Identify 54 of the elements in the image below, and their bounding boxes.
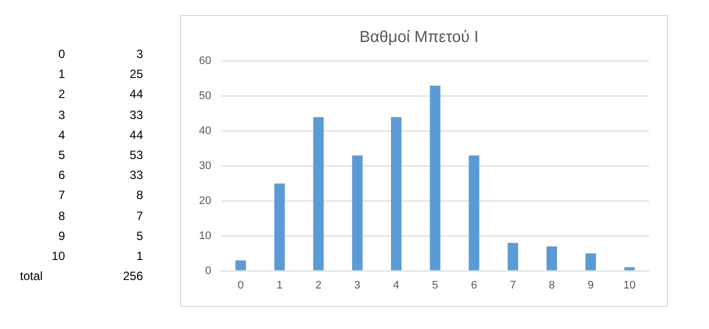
x-tick-label: 8 bbox=[548, 279, 555, 292]
text: 9 bbox=[58, 228, 65, 243]
text: 33 bbox=[130, 108, 143, 122]
x-tick-label: 9 bbox=[588, 279, 594, 292]
x-tick-label: 5 bbox=[432, 279, 438, 292]
bar bbox=[235, 260, 246, 270]
text: 6 bbox=[58, 168, 65, 182]
text: 33 bbox=[130, 168, 143, 182]
text: 4 bbox=[58, 128, 65, 142]
x-tick-label: 4 bbox=[393, 279, 400, 292]
text: 5 bbox=[136, 228, 143, 243]
text: 3 bbox=[58, 108, 65, 122]
text: 8 bbox=[58, 208, 65, 222]
x-tick-label: 0 bbox=[238, 279, 244, 292]
text: 2 bbox=[58, 87, 65, 102]
y-tick-label: 0 bbox=[205, 264, 212, 277]
y-tick-label: 20 bbox=[198, 194, 212, 207]
x-tick-label: 6 bbox=[470, 279, 478, 292]
text: 1 bbox=[136, 248, 143, 263]
x-tick-label: 3 bbox=[354, 279, 360, 292]
y-tick-label: 30 bbox=[198, 160, 212, 172]
bar bbox=[624, 267, 635, 270]
text: 10 bbox=[52, 248, 65, 263]
y-tick-label: 40 bbox=[198, 125, 212, 138]
text: 7 bbox=[136, 208, 143, 222]
text: 53 bbox=[130, 148, 143, 162]
text: 8 bbox=[136, 188, 143, 202]
text: 3 bbox=[136, 47, 143, 61]
bar bbox=[274, 183, 285, 270]
text: 0 bbox=[58, 47, 65, 61]
bar bbox=[430, 86, 440, 270]
text: 44 bbox=[130, 87, 143, 102]
x-tick-label: 1 bbox=[276, 279, 283, 292]
bar bbox=[468, 156, 480, 270]
text: 44 bbox=[130, 128, 143, 142]
chart-title: Βαθμοί Μπετού Ι bbox=[359, 29, 479, 46]
x-tick-label: 7 bbox=[510, 279, 516, 292]
x-tick-label: 2 bbox=[315, 279, 322, 292]
x-tick-label: 10 bbox=[623, 279, 636, 292]
bar bbox=[390, 117, 402, 270]
y-tick-label: 50 bbox=[198, 90, 212, 102]
text: 1 bbox=[58, 67, 65, 82]
text: 5 bbox=[58, 148, 65, 162]
y-tick-label: 10 bbox=[198, 230, 212, 242]
text: 7 bbox=[58, 188, 65, 202]
text: 25 bbox=[130, 67, 143, 82]
bar bbox=[508, 242, 518, 270]
text: 256 bbox=[122, 269, 143, 284]
bar bbox=[585, 253, 596, 270]
bar bbox=[313, 117, 324, 270]
y-tick-label: 60 bbox=[198, 55, 212, 68]
bar bbox=[546, 246, 558, 270]
bar bbox=[352, 156, 363, 270]
text: total bbox=[20, 269, 43, 284]
